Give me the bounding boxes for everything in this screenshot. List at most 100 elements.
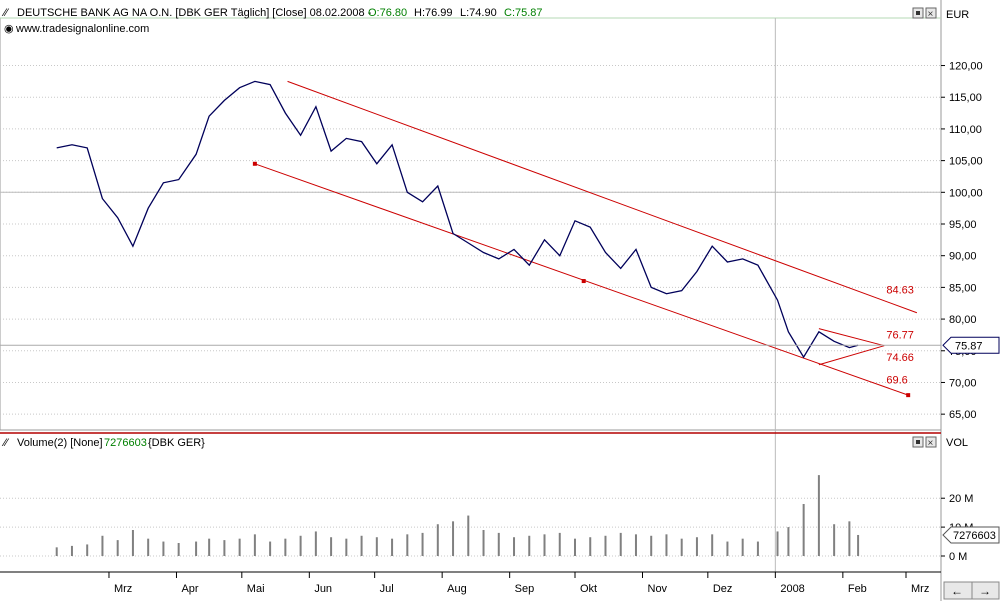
triangle-upper-line [818,328,885,347]
channel-handle[interactable] [906,393,911,398]
volume-bar [101,535,104,556]
price-title: DEUTSCHE BANK AG NA O.N. [DBK GER Täglic… [17,7,372,19]
volume-bar [421,532,424,556]
y-tick-label: 110,00 [949,124,982,136]
volume-bar [650,535,653,556]
last-price-value: 75.87 [955,340,983,352]
trend-channel [252,80,918,398]
volume-bar [482,530,485,556]
volume-bar [375,537,378,556]
volume-bar [833,524,836,556]
y-tick-label: 105,00 [949,156,983,168]
channel-handle[interactable] [252,161,257,166]
volume-bar [776,531,779,556]
last-value-markers: 75.87 7276603 [0,336,1000,544]
volume-bar [619,532,622,556]
price-unit: EUR [946,9,969,21]
channel-value-label: 74.66 [886,352,914,364]
maximize-icon-glyph [916,11,920,15]
channel-value-label: 76.77 [886,329,914,341]
price-high: H:76.99 [414,7,453,19]
close-icon-glyph: × [928,438,934,449]
x-tick-label: Sep [515,583,535,595]
channel-handle[interactable] [581,279,586,284]
volume-bar [177,543,180,556]
volume-bar [680,538,683,556]
volume-bar [284,538,287,556]
x-tick-label: Apr [181,583,198,595]
volume-bar [634,534,637,556]
volume-bar [436,524,439,556]
volume-bar [665,534,668,556]
price-line [56,80,859,359]
y-tick-label: 85,00 [949,282,977,294]
x-tick-label: Nov [648,583,668,595]
x-tick-label: Aug [447,583,467,595]
triangle-lower-line [818,345,885,366]
last-volume-marker [942,526,1000,544]
price-panel-buttons[interactable]: × [912,7,937,20]
channel-lower-line [254,163,909,396]
volume-bar [195,541,198,556]
volume-bar [452,521,455,556]
volume-bar [360,535,363,556]
channel-value-label: 69.6 [886,374,907,386]
price-close: C:75.87 [504,7,543,19]
volume-last: 7276603 [104,437,147,449]
close-icon[interactable] [925,436,937,448]
volume-bar [573,538,576,556]
x-tick-label: Jun [314,583,332,595]
y-tick-label: 95,00 [949,219,977,231]
price-series [56,80,859,359]
x-tick-label: Dez [713,583,733,595]
x-tick-label: Jul [380,583,394,595]
volume-bar [330,537,333,556]
x-tick-label: Feb [848,583,867,595]
volume-bar [848,521,851,556]
maximize-icon-glyph [916,440,920,444]
volume-bar [857,534,860,556]
volume-grid [0,497,941,557]
y-tick-label: 120,00 [949,61,983,73]
scroll-right-icon: → [979,584,991,598]
volume-bar [391,538,394,556]
volume-panel-buttons[interactable]: × [912,436,937,449]
volume-symbol: {DBK GER} [148,437,205,449]
volume-bar [253,534,256,556]
volume-bar [497,532,500,556]
volume-bar [756,541,759,556]
volume-bar [55,547,58,556]
volume-bar [406,534,409,556]
scroll-right-button[interactable] [971,581,1000,600]
volume-bar [314,531,317,556]
volume-bar [802,504,805,556]
line-chart-icon: ⁄⁄ [1,437,10,449]
source-icon: ◉ [4,23,14,35]
scroll-buttons[interactable]: ← → [943,581,1000,600]
x-axis: Mrz Apr Mai Jun Jul Aug Sep Okt Nov Dez 2008 Feb Mrz [0,571,941,595]
close-icon-glyph: × [928,9,934,20]
volume-bar [513,537,516,556]
volume-title: Volume(2) [None] [17,437,103,449]
volume-bar [299,535,302,556]
volume-y-tick-label: 20 M [949,493,973,505]
volume-bar [131,530,134,556]
channel-annotations: 84.63 76.77 74.66 69.6 [886,285,914,387]
y-tick-label: 115,00 [949,92,982,104]
y-tick-label: 70,00 [949,377,977,389]
volume-unit: VOL [946,437,968,449]
line-chart-icon: ⁄⁄ [1,7,10,19]
volume-bar [223,540,226,556]
close-icon[interactable] [925,7,937,19]
x-tick-label: Mai [247,583,265,595]
volume-bar [589,537,592,556]
price-open: O:76.80 [368,7,407,19]
scroll-left-icon: ← [951,584,963,598]
source-url: www.tradesignalonline.com [15,23,149,35]
last-price-marker [942,336,1000,354]
x-tick-label: Mrz [911,583,929,595]
x-tick-label: Mrz [114,583,132,595]
y-tick-label: 65,00 [949,409,977,421]
